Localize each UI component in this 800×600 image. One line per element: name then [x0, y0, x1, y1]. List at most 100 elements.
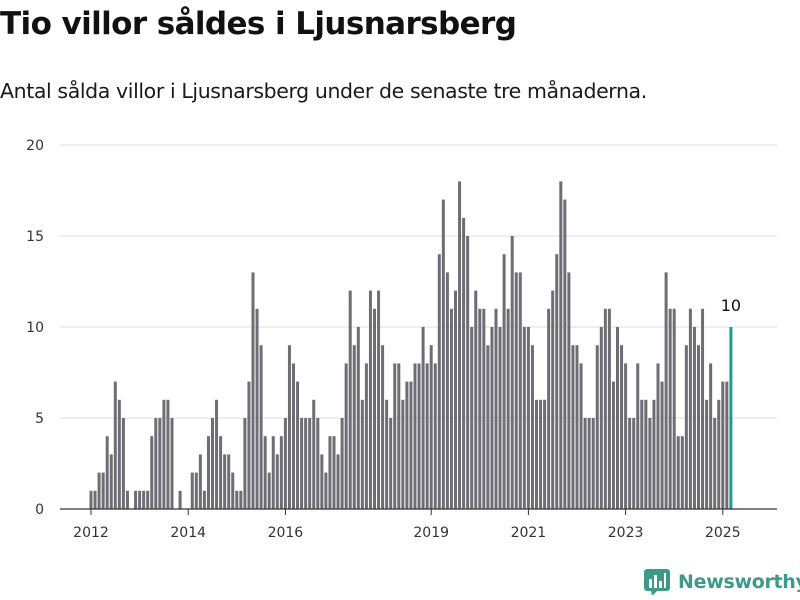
bar [336, 454, 340, 509]
bar [389, 418, 393, 509]
x-tick-label: 2014 [170, 525, 206, 541]
x-tick-label: 2023 [608, 525, 644, 541]
bar [490, 327, 494, 509]
bar [324, 472, 328, 509]
bar [300, 418, 304, 509]
bar [709, 363, 713, 509]
bar [595, 345, 599, 509]
bar [543, 399, 547, 509]
bar [287, 345, 291, 509]
bar [535, 399, 538, 509]
bar [121, 418, 125, 509]
bar [640, 399, 644, 509]
y-tick-label: 20 [26, 138, 44, 154]
bar [377, 290, 381, 509]
brand-name: Newsworthy [678, 571, 800, 593]
bar [502, 254, 506, 509]
bar [401, 399, 405, 509]
bar [101, 472, 105, 509]
bar [668, 308, 672, 509]
bar [664, 272, 668, 509]
bar [279, 436, 283, 509]
bar [510, 236, 514, 509]
bar [255, 308, 259, 509]
bar [190, 472, 194, 509]
bar [676, 436, 680, 509]
bar-highlight [729, 327, 733, 509]
bar [381, 345, 385, 509]
bar [312, 399, 316, 509]
bar [725, 381, 729, 509]
bar [454, 290, 457, 509]
bar [462, 217, 466, 510]
bar [611, 381, 615, 509]
bar [445, 272, 449, 509]
bar [125, 490, 129, 509]
bar [328, 436, 332, 509]
bar [458, 181, 462, 509]
bar [247, 381, 251, 509]
bar [348, 290, 352, 509]
bar [409, 381, 413, 509]
bar [717, 399, 721, 509]
bar [251, 272, 255, 509]
bar [296, 381, 300, 509]
bar [547, 308, 551, 509]
bar [680, 436, 684, 509]
bar [571, 345, 575, 509]
bar [292, 363, 295, 509]
bar [607, 308, 611, 509]
x-tick-label: 2021 [511, 525, 547, 541]
x-tick-label: 2025 [705, 525, 741, 541]
bar [413, 363, 417, 509]
bar [421, 327, 425, 509]
bar [636, 363, 640, 509]
bar [632, 418, 636, 509]
x-tick-label: 2016 [268, 525, 304, 541]
y-tick-label: 0 [35, 502, 44, 518]
bar [178, 490, 182, 509]
bar [385, 399, 389, 509]
bar [494, 308, 498, 509]
bar [202, 490, 206, 509]
bar [316, 418, 320, 509]
brand-logo: Newsworthy [644, 569, 800, 595]
bar [235, 490, 239, 509]
bar [263, 436, 267, 509]
bar [587, 418, 591, 509]
bar [134, 490, 138, 509]
bar [405, 381, 409, 509]
bar [624, 363, 628, 509]
bar [320, 454, 324, 509]
bar [356, 327, 360, 509]
bar [170, 418, 174, 509]
bar [206, 436, 210, 509]
bar [243, 418, 247, 509]
bar [308, 418, 312, 509]
bars: 10 [89, 181, 741, 510]
bar [684, 345, 688, 509]
bar [474, 290, 478, 509]
bar [591, 418, 595, 509]
bar [211, 418, 214, 509]
bar [518, 272, 522, 509]
bar [628, 418, 632, 509]
bar [154, 418, 158, 509]
bar [701, 308, 705, 509]
bar [449, 308, 453, 509]
bar [563, 199, 567, 509]
bar [89, 490, 93, 509]
bar [555, 254, 559, 509]
gridlines: 0 5 10 15 20 [26, 138, 777, 518]
bar [559, 181, 563, 509]
bar [97, 472, 101, 509]
y-tick-label: 15 [26, 229, 44, 245]
bar [93, 490, 97, 509]
bar [239, 490, 243, 509]
bar [275, 454, 279, 509]
bar [267, 472, 271, 509]
bar [340, 418, 344, 509]
chart-subtitle: Antal sålda villor i Ljusnarsberg under … [0, 79, 647, 103]
bar [616, 327, 619, 509]
bar [259, 345, 263, 509]
